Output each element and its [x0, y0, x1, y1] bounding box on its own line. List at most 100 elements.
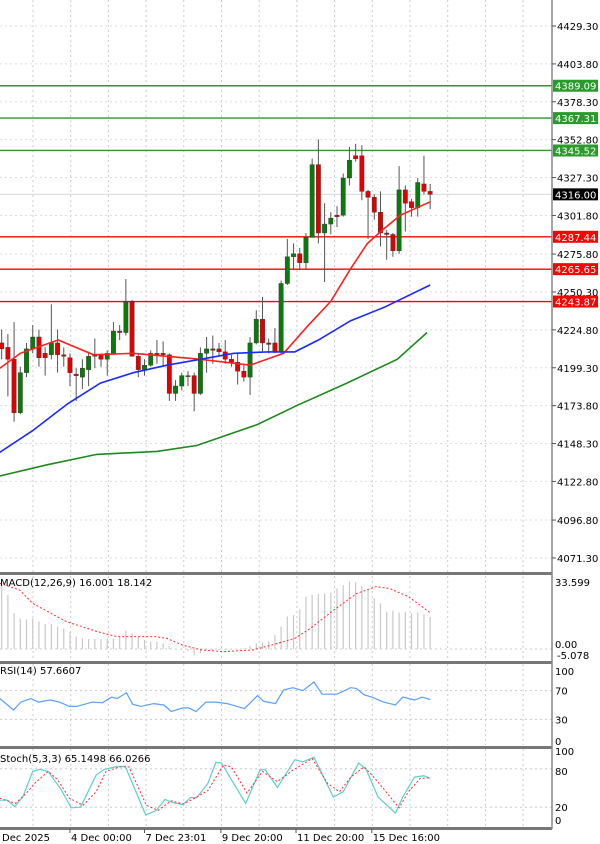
candle: [384, 230, 390, 260]
time-tick-label: Dec 2025: [2, 833, 50, 844]
candle-body: [191, 375, 197, 394]
candle-body: [117, 330, 123, 333]
stoch-panel[interactable]: [0, 756, 431, 816]
candle: [291, 243, 296, 271]
moving-average-slow: [0, 331, 428, 477]
level-price-tag-bg: [553, 144, 598, 157]
candle: [210, 335, 216, 364]
rsi-panel[interactable]: [0, 681, 431, 713]
stoch-scale-label: 80: [555, 767, 568, 778]
candle-body: [30, 336, 36, 350]
price-tick-label: 4352.80: [557, 136, 598, 147]
candle-body: [129, 301, 135, 357]
candle-body: [104, 353, 110, 360]
candle-body: [48, 342, 54, 356]
candle: [390, 232, 396, 257]
candle: [61, 347, 67, 367]
price-tick-label: 4122.80: [557, 477, 598, 488]
candle: [55, 329, 60, 373]
macd-scale-max: 33.599: [555, 578, 590, 589]
candle-body: [253, 318, 259, 344]
candle-body: [235, 362, 241, 372]
candle-body: [79, 367, 85, 378]
rsi-scale-label: 30: [555, 715, 568, 726]
candle-body: [0, 342, 5, 350]
candle-body: [42, 353, 48, 358]
level-price-tag-bg: [553, 263, 598, 276]
candle-body: [185, 375, 191, 377]
candle: [309, 158, 315, 238]
candle-body: [11, 359, 17, 413]
candle-body: [421, 183, 427, 192]
level-price-tag: 4243.87: [555, 298, 596, 309]
candle-body: [353, 155, 359, 159]
candle-body: [278, 283, 284, 353]
candle: [253, 310, 259, 345]
candle: [371, 194, 377, 220]
candle-body: [111, 330, 116, 354]
price-tick-label: 4301.80: [557, 211, 598, 222]
panel-separator: [0, 572, 552, 575]
stoch-title: Stoch(5,3,3) 65.1498 66.0266: [0, 754, 151, 765]
candle-body: [98, 354, 104, 360]
candle: [166, 353, 172, 401]
candle-body: [5, 347, 11, 360]
candle: [24, 342, 29, 378]
rsi-title: RSI(14) 57.6607: [0, 666, 81, 677]
candle-body: [216, 348, 222, 353]
last-price-tag: 4316.00: [555, 190, 596, 201]
candle: [378, 191, 383, 247]
macd-signal-line: [0, 582, 431, 653]
level-price-tag-bg: [553, 230, 598, 243]
candle-body: [166, 354, 172, 394]
price-tick-label: 4224.80: [557, 326, 598, 337]
level-price-tag-bg: [553, 79, 598, 92]
last-price-tag-bg: [553, 188, 598, 201]
candle: [315, 139, 321, 244]
candle-body: [135, 356, 141, 370]
candle-body: [247, 342, 253, 378]
candle: [284, 238, 290, 285]
level-price-tag: 4367.31: [555, 114, 596, 125]
macd-panel[interactable]: [0, 581, 431, 655]
level-price-tag-bg: [553, 295, 598, 308]
candle-body: [210, 348, 216, 351]
candle: [129, 299, 135, 357]
candle-body: [427, 191, 433, 195]
price-panel[interactable]: [0, 85, 552, 477]
stoch-signal-line: [0, 757, 431, 811]
candle: [334, 206, 340, 228]
candle-body: [173, 385, 178, 394]
candle-body: [142, 365, 147, 370]
candle: [297, 247, 303, 271]
price-tick-label: 4199.30: [557, 364, 598, 375]
candle: [204, 336, 209, 373]
candle: [266, 338, 272, 354]
price-tick-label: 4173.80: [557, 402, 598, 413]
candle-body: [284, 256, 290, 284]
candle: [179, 372, 185, 391]
candle: [421, 155, 427, 195]
candle-body: [396, 189, 402, 252]
candle: [409, 198, 414, 217]
candle: [278, 280, 284, 354]
rsi-scale-label: 70: [555, 687, 568, 698]
candle-body: [340, 177, 346, 216]
candle: [272, 328, 278, 354]
candle-body: [272, 342, 278, 353]
candle-body: [67, 357, 73, 373]
candle: [359, 145, 365, 201]
stoch-scale-label: 100: [555, 747, 574, 758]
candle: [229, 354, 234, 367]
candle-body: [291, 253, 296, 257]
candle: [427, 183, 433, 210]
candle-body: [303, 237, 309, 263]
candle-body: [148, 353, 154, 366]
candle: [67, 353, 73, 387]
candle: [5, 334, 11, 397]
price-axis: 4429.30 4403.80 4378.30 4352.80 4327.30 4301.…: [552, 22, 598, 827]
candle-body: [24, 348, 29, 373]
price-tick-label: 4071.30: [557, 554, 598, 565]
candle-body: [86, 356, 92, 370]
